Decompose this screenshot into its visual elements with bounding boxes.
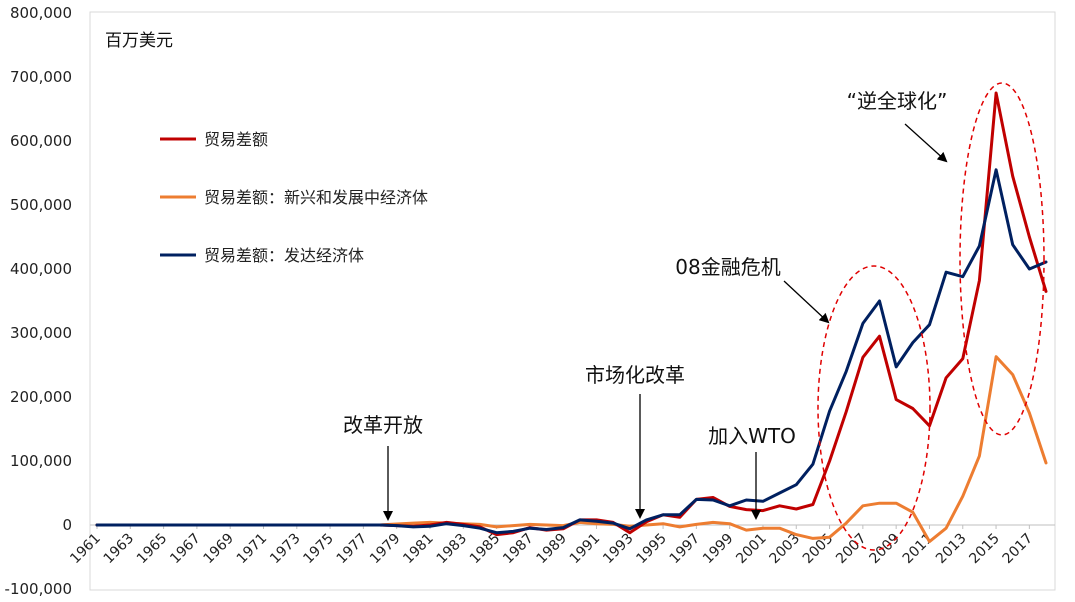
x-tick-label: 1967 [167, 531, 204, 568]
x-tick-label: 1987 [500, 531, 537, 568]
legend-label-2: 贸易差额：发达经济体 [204, 246, 364, 265]
x-tick-label: 1997 [667, 531, 704, 568]
x-tick-label: 1965 [134, 531, 171, 568]
x-tick-label: 1969 [201, 531, 238, 568]
x-tick-label: 1995 [633, 531, 670, 568]
annotation-label: “逆全球化” [847, 89, 948, 113]
x-tick-label: 1975 [300, 531, 337, 568]
y-tick-label: 300,000 [10, 324, 72, 342]
y-tick-label: 0 [62, 516, 72, 534]
series-layer [95, 91, 1048, 544]
x-tick-label: 1971 [234, 531, 271, 568]
x-tick-label: 2017 [1000, 531, 1037, 568]
legend-label-0: 贸易差额 [204, 130, 268, 149]
y-tick-label: 400,000 [10, 260, 72, 278]
annotation-label: 08金融危机 [675, 255, 780, 279]
plot-area [89, 11, 1056, 591]
y-tick-label: 700,000 [10, 68, 72, 86]
x-tick-label: 1973 [267, 531, 304, 568]
y-tick-label: -100,000 [5, 580, 72, 598]
x-tick-label: 1999 [700, 531, 737, 568]
annotation-arrow [783, 280, 830, 324]
y-tick-label: 500,000 [10, 196, 72, 214]
x-tick-label: 2007 [833, 531, 870, 568]
x-tick-label: 1993 [600, 531, 637, 568]
x-tick-label: 2011 [900, 531, 937, 568]
y-tick-label: 200,000 [10, 388, 72, 406]
annotation-label: 加入WTO [708, 424, 796, 448]
x-tick-label: 1991 [567, 531, 604, 568]
deglobalization-ellipse [959, 82, 1045, 436]
x-tick-label: 2001 [733, 531, 770, 568]
x-tick-label: 1981 [400, 531, 437, 568]
x-tick-label: 2015 [966, 531, 1003, 568]
series-line-2 [95, 168, 1048, 535]
x-tick-label: 1977 [334, 531, 371, 568]
series-line-0 [95, 91, 1048, 537]
legend-label-1: 贸易差额：新兴和发展中经济体 [204, 188, 428, 207]
y-axis: -100,000 0 100,000 200,000 300,000 400,000 500… [5, 4, 72, 598]
highlight-ellipses [817, 82, 1045, 551]
y-tick-label: 800,000 [10, 4, 72, 22]
x-tick-label: 2009 [866, 531, 903, 568]
annotation-label: 市场化改革 [585, 363, 685, 387]
x-tick-label: 1963 [101, 531, 138, 568]
unit-label: 百万美元 [105, 31, 173, 51]
x-tick-label: 1983 [434, 531, 471, 568]
x-tick-label: 1985 [467, 531, 504, 568]
crisis-ellipse [817, 265, 931, 551]
x-tick-label: 1989 [533, 531, 570, 568]
y-tick-label: 100,000 [10, 452, 72, 470]
x-tick-label: 1979 [367, 531, 404, 568]
series-line-1 [95, 355, 1048, 544]
x-axis: 1961196319651967196919711973197519771979… [67, 524, 1055, 568]
annotation-label: 改革开放 [343, 413, 423, 437]
y-tick-label: 600,000 [10, 132, 72, 150]
annotation-arrow [904, 123, 948, 163]
x-tick-label: 1961 [67, 531, 104, 568]
